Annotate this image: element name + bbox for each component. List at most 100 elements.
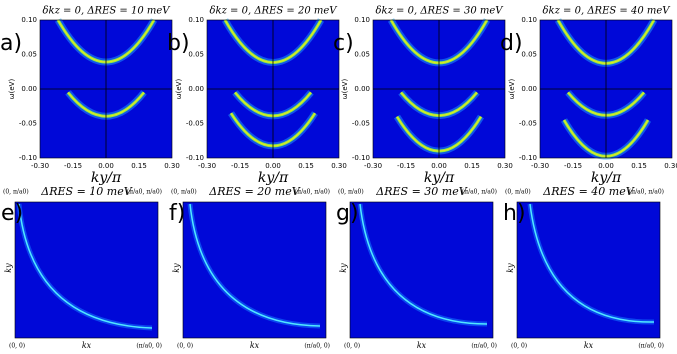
x-tick-label: 0.30 bbox=[497, 162, 513, 170]
fermi-arc bbox=[189, 203, 321, 327]
x-axis-label: ky/π bbox=[424, 170, 455, 186]
y-tick-label: -0.05 bbox=[19, 120, 37, 128]
y-tick-label: 0.10 bbox=[521, 16, 537, 24]
panel-title: ΔRES = 40 meV bbox=[542, 185, 634, 198]
x-axis-label: ky/π bbox=[91, 170, 122, 186]
y-tick-label: 0.00 bbox=[354, 85, 370, 93]
y-tick-label: -0.05 bbox=[186, 120, 204, 128]
corner-label: (π/a0, 0) bbox=[304, 343, 330, 350]
y-tick-label: 0.00 bbox=[188, 85, 204, 93]
x-axis-label: kx bbox=[584, 341, 594, 350]
y-axis-label: ky bbox=[506, 263, 515, 273]
x-axis-label: kx bbox=[417, 341, 427, 350]
y-tick-label: 0.05 bbox=[21, 51, 37, 59]
y-axis-label: ky bbox=[339, 263, 348, 273]
y-tick-label: -0.05 bbox=[519, 120, 537, 128]
panel-label: e) bbox=[1, 201, 23, 226]
corner-label: (0, 0) bbox=[9, 343, 25, 350]
y-tick-label: 0.10 bbox=[21, 16, 37, 24]
x-tick-label: -0.30 bbox=[364, 162, 382, 170]
y-axis-label: ω(eV) bbox=[341, 79, 349, 100]
panel-title: ΔRES = 10 meV bbox=[40, 185, 132, 198]
panel-title: δkz = 0, ΔRES = 20 meV bbox=[210, 6, 339, 17]
y-tick-label: 0.00 bbox=[21, 85, 37, 93]
corner-label: (0, 0) bbox=[177, 343, 193, 350]
x-tick-label: -0.15 bbox=[231, 162, 249, 170]
x-tick-label: 0.00 bbox=[265, 162, 281, 170]
frame bbox=[372, 19, 506, 159]
x-axis-label: kx bbox=[82, 341, 92, 350]
x-tick-label: 0.15 bbox=[131, 162, 147, 170]
panel-label: d) bbox=[500, 31, 523, 56]
panel-label: h) bbox=[503, 201, 526, 226]
frame bbox=[516, 201, 661, 339]
x-axis-label: ky/π bbox=[591, 170, 622, 186]
panel-label: f) bbox=[169, 201, 185, 226]
heatmap bbox=[350, 202, 493, 338]
corner-label: (π/a0, π/a0) bbox=[462, 189, 497, 196]
y-axis-label: ω(eV) bbox=[175, 79, 183, 100]
x-tick-label: -0.30 bbox=[31, 162, 49, 170]
x-axis-label: ky/π bbox=[258, 170, 289, 186]
panel-label: c) bbox=[333, 31, 354, 56]
panel-title: ΔRES = 30 meV bbox=[375, 185, 467, 198]
frame bbox=[182, 201, 327, 339]
corner-label: (0, 0) bbox=[344, 343, 360, 350]
x-tick-label: 0.00 bbox=[598, 162, 614, 170]
y-tick-label: -0.10 bbox=[19, 154, 37, 162]
y-tick-label: -0.10 bbox=[519, 154, 537, 162]
x-tick-label: 0.15 bbox=[298, 162, 314, 170]
y-axis-label: ω(eV) bbox=[508, 79, 516, 100]
panel-title: δkz = 0, ΔRES = 40 meV bbox=[543, 6, 672, 17]
x-tick-label: 0.00 bbox=[431, 162, 447, 170]
frame bbox=[14, 201, 159, 339]
corner-label: (π/a0, 0) bbox=[471, 343, 497, 350]
y-tick-label: -0.10 bbox=[186, 154, 204, 162]
corner-label: (π/a0, 0) bbox=[638, 343, 664, 350]
fermi-arc bbox=[18, 203, 153, 329]
x-tick-label: 0.30 bbox=[664, 162, 677, 170]
x-tick-label: 0.30 bbox=[164, 162, 180, 170]
panel-label: a) bbox=[0, 31, 22, 56]
corner-label: (0, π/a0) bbox=[505, 189, 531, 196]
y-tick-label: 0.05 bbox=[188, 51, 204, 59]
y-tick-label: -0.10 bbox=[352, 154, 370, 162]
panel-title: δkz = 0, ΔRES = 30 meV bbox=[376, 6, 505, 17]
heatmap bbox=[517, 202, 660, 338]
frame bbox=[206, 19, 340, 159]
panel-label: b) bbox=[167, 31, 190, 56]
corner-label: (π/a0, π/a0) bbox=[295, 189, 330, 196]
x-tick-label: -0.15 bbox=[397, 162, 415, 170]
x-tick-label: -0.30 bbox=[198, 162, 216, 170]
x-tick-label: -0.15 bbox=[564, 162, 582, 170]
corner-label: (π/a0, π/a0) bbox=[127, 189, 162, 196]
panel-title: ΔRES = 20 meV bbox=[208, 185, 300, 198]
corner-label: (0, 0) bbox=[511, 343, 527, 350]
corner-label: (π/a0, π/a0) bbox=[629, 189, 664, 196]
heatmap bbox=[183, 202, 326, 338]
fermi-arc bbox=[359, 203, 488, 325]
y-tick-label: 0.10 bbox=[354, 16, 370, 24]
frame bbox=[539, 19, 673, 159]
corner-label: (0, π/a0) bbox=[171, 189, 197, 196]
x-tick-label: 0.15 bbox=[464, 162, 480, 170]
x-tick-label: -0.30 bbox=[531, 162, 549, 170]
fermi-arc bbox=[529, 203, 655, 323]
x-tick-label: 0.15 bbox=[631, 162, 647, 170]
frame bbox=[349, 201, 494, 339]
x-axis-label: kx bbox=[250, 341, 260, 350]
corner-label: (0, π/a0) bbox=[338, 189, 364, 196]
corner-label: (π/a0, 0) bbox=[136, 343, 162, 350]
panel-label: g) bbox=[336, 201, 359, 226]
y-tick-label: 0.00 bbox=[521, 85, 537, 93]
y-axis-label: ω(eV) bbox=[8, 79, 16, 100]
y-tick-label: -0.05 bbox=[352, 120, 370, 128]
y-tick-label: 0.05 bbox=[521, 51, 537, 59]
panel-title: δkz = 0, ΔRES = 10 meV bbox=[43, 6, 172, 17]
y-axis-label: ky bbox=[172, 263, 181, 273]
x-tick-label: 0.30 bbox=[331, 162, 347, 170]
x-tick-label: 0.00 bbox=[98, 162, 114, 170]
y-axis-label: ky bbox=[4, 263, 13, 273]
